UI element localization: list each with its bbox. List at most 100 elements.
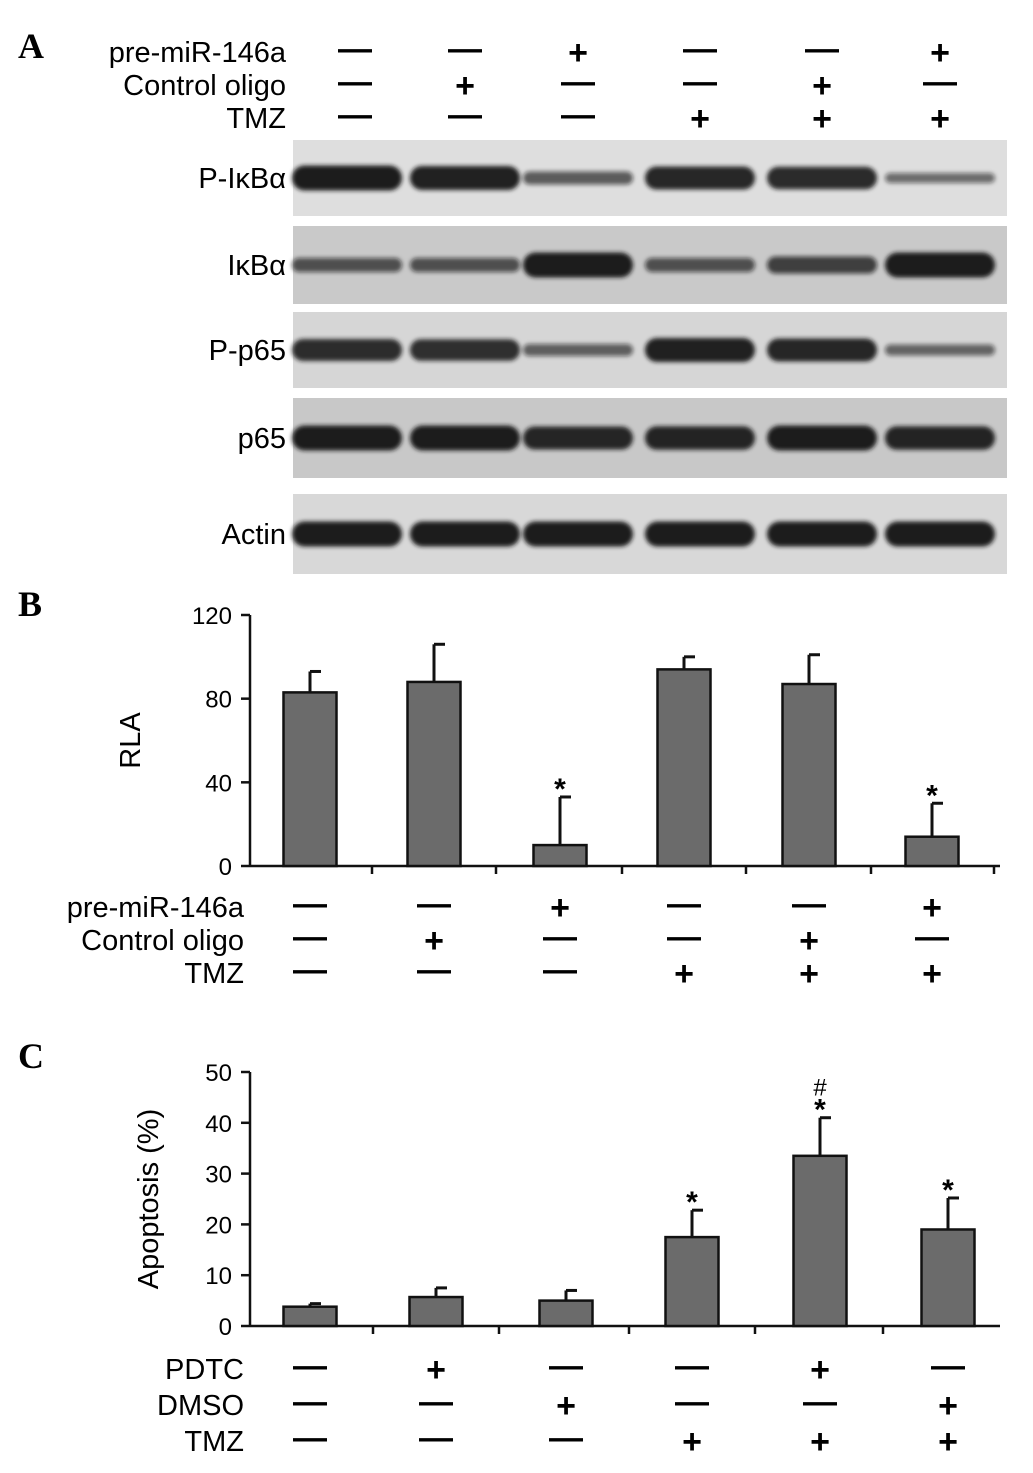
- blot-condition-sign: —: [805, 30, 839, 68]
- western-blot: P-IκBα IκBα P-p65 p65 Actin: [198, 140, 1007, 574]
- rla-y-tick-label: 0: [219, 854, 232, 881]
- apoptosis-y-tick-label: 30: [205, 1162, 232, 1189]
- apoptosis-condition-sign: —: [549, 1347, 583, 1385]
- apoptosis-bar: [792, 1154, 848, 1328]
- rla-condition-sign: —: [417, 885, 451, 923]
- apoptosis-y-tick-label: 10: [205, 1263, 232, 1290]
- apoptosis-condition-sign: —: [675, 1347, 709, 1385]
- blot-condition-label: TMZ: [226, 103, 286, 135]
- blot-band: [523, 252, 633, 278]
- rla-condition-sign: +: [799, 922, 819, 960]
- rla-bar: [781, 682, 837, 868]
- blot-band: [292, 339, 402, 361]
- apoptosis-bar: [664, 1235, 720, 1328]
- apoptosis-condition-sign: —: [419, 1383, 453, 1421]
- rla-condition-sign: +: [922, 955, 942, 993]
- rla-condition-sign: +: [424, 922, 444, 960]
- blot-condition-sign: —: [448, 30, 482, 68]
- blot-condition-sign: —: [448, 96, 482, 134]
- rla-bar: [656, 668, 712, 868]
- rla-significance-mark: *: [926, 779, 938, 812]
- blot-condition-label: pre-miR-146a: [109, 37, 287, 69]
- blot-condition-sign: —: [561, 96, 595, 134]
- blot-band: [292, 258, 402, 272]
- apoptosis-condition-sign: +: [682, 1423, 702, 1461]
- blot-band: [767, 338, 877, 362]
- blot-condition-sign: +: [568, 34, 588, 72]
- rla-bar: [532, 843, 588, 868]
- apoptosis-significance-mark: *: [814, 1094, 826, 1127]
- blot-band: [885, 173, 995, 183]
- apoptosis-significance-mark: *: [942, 1174, 954, 1207]
- apoptosis-y-tick-label: 0: [219, 1314, 232, 1341]
- blot-band: [645, 258, 755, 272]
- apoptosis-condition-sign: +: [556, 1387, 576, 1425]
- blot-row-label: P-IκBα: [198, 163, 286, 195]
- apoptosis-y-tick-label: 40: [205, 1111, 232, 1138]
- blot-band: [410, 425, 520, 451]
- blot-band: [523, 521, 633, 547]
- rla-condition-sign: —: [667, 885, 701, 923]
- apoptosis-condition-sign: —: [293, 1383, 327, 1421]
- blot-band: [885, 426, 995, 450]
- panel-label-c: C: [18, 1036, 44, 1076]
- apoptosis-bar: [408, 1295, 464, 1328]
- blot-condition-sign: —: [561, 63, 595, 101]
- rla-y-axis-title: RLA: [115, 712, 147, 769]
- apoptosis-y-tick-label: 50: [205, 1060, 232, 1087]
- apoptosis-condition-sign: —: [803, 1383, 837, 1421]
- blot-band: [410, 258, 520, 272]
- rla-significance-mark: *: [554, 773, 566, 806]
- rla-y-tick-label: 120: [192, 603, 232, 630]
- rla-condition-sign: +: [799, 955, 819, 993]
- blot-condition-sign: +: [690, 100, 710, 138]
- blot-condition-sign: —: [338, 63, 372, 101]
- apoptosis-condition-sign: —: [931, 1347, 965, 1385]
- blot-band: [885, 344, 995, 356]
- apoptosis-condition-sign: —: [293, 1347, 327, 1385]
- blot-condition-sign: +: [930, 34, 950, 72]
- rla-condition-sign: —: [915, 918, 949, 956]
- apoptosis-condition-sign: +: [938, 1387, 958, 1425]
- rla-bar: [406, 680, 462, 868]
- rla-condition-sign: —: [417, 951, 451, 989]
- blot-row-label: P-p65: [209, 335, 286, 367]
- rla-condition-label: TMZ: [184, 958, 244, 990]
- blot-condition-sign: —: [338, 96, 372, 134]
- apoptosis-condition-sign: +: [810, 1351, 830, 1389]
- blot-condition-sign: +: [812, 67, 832, 105]
- blot-band: [645, 521, 755, 547]
- apoptosis-condition-sign: +: [810, 1423, 830, 1461]
- blot-condition-sign: +: [930, 100, 950, 138]
- rla-bar: [904, 835, 960, 868]
- blot-condition-sign: +: [812, 100, 832, 138]
- rla-condition-label: Control oligo: [81, 925, 244, 957]
- blot-condition-sign: —: [683, 30, 717, 68]
- blot-band: [410, 339, 520, 361]
- blot-row-label: IκBα: [227, 250, 286, 282]
- apoptosis-condition-sign: +: [426, 1351, 446, 1389]
- blot-condition-sign: —: [923, 63, 957, 101]
- rla-condition-sign: —: [543, 918, 577, 956]
- apoptosis-condition-label: PDTC: [165, 1354, 244, 1386]
- blot-row-label: Actin: [222, 519, 286, 551]
- apoptosis-y-axis-title: Apoptosis (%): [133, 1109, 165, 1290]
- panel-label-a: A: [18, 26, 44, 66]
- apoptosis-bar: [282, 1305, 338, 1328]
- apoptosis-condition-sign: —: [549, 1419, 583, 1457]
- blot-condition-table: pre-miR-146a — — + — — +Control oligo — + — — + —TMZ…: [109, 30, 957, 138]
- rla-condition-sign: —: [293, 951, 327, 989]
- blot-band: [767, 166, 877, 190]
- blot-band: [410, 521, 520, 547]
- apoptosis-bar: [538, 1299, 594, 1328]
- blot-condition-sign: —: [683, 63, 717, 101]
- blot-condition-sign: +: [455, 67, 475, 105]
- apoptosis-condition-sign: —: [419, 1419, 453, 1457]
- apoptosis-significance-mark: #: [813, 1075, 827, 1102]
- blot-band: [645, 166, 755, 190]
- rla-condition-label: pre-miR-146a: [67, 892, 245, 924]
- blot-band: [885, 252, 995, 278]
- blot-condition-label: Control oligo: [123, 70, 286, 102]
